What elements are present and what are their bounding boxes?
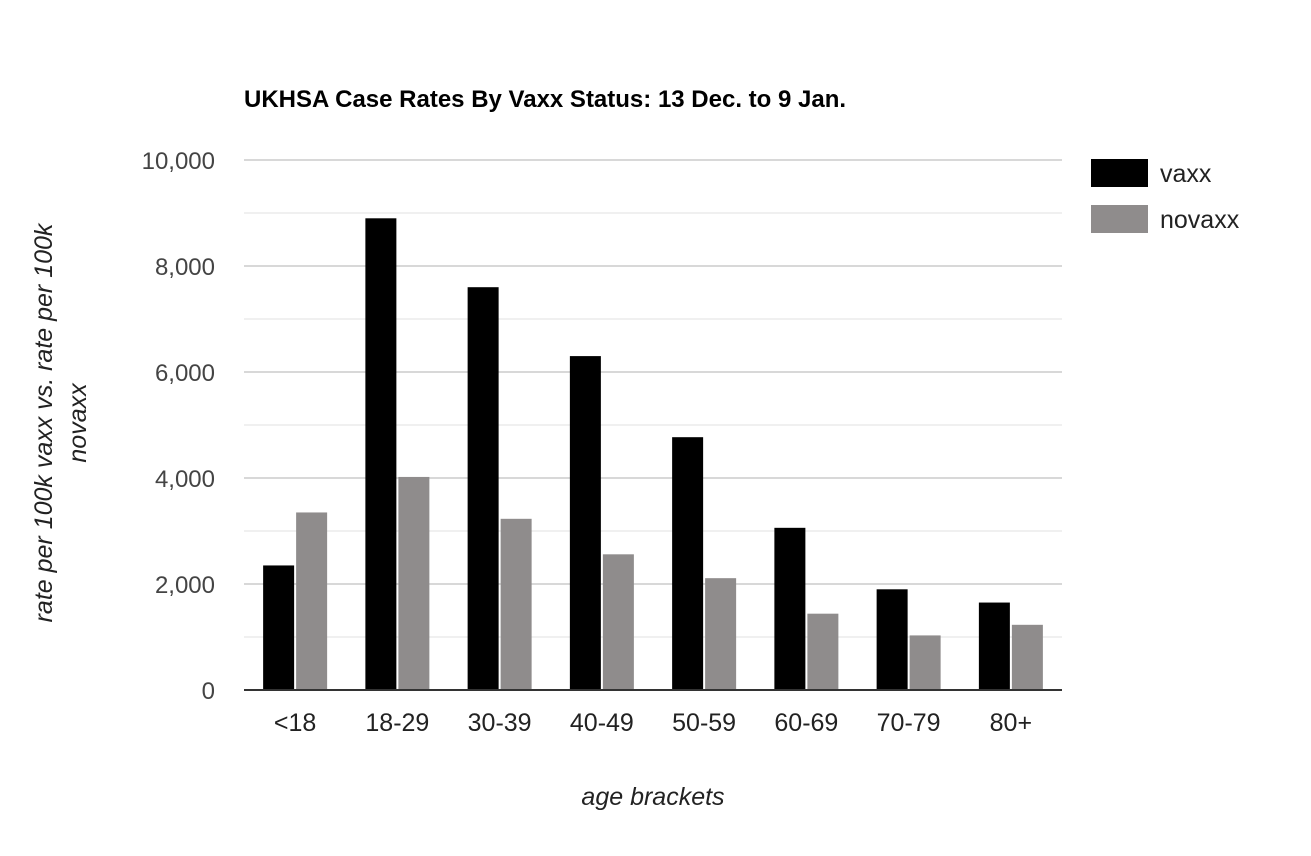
bar-novaxx-<18 xyxy=(296,512,328,690)
y-tick-label: 8,000 xyxy=(155,254,215,281)
bar-vaxx-30-39 xyxy=(467,287,499,690)
x-tick-label: 80+ xyxy=(990,709,1032,737)
y-tick-label: 6,000 xyxy=(155,360,215,387)
x-axis-label: age brackets xyxy=(581,783,724,811)
bar-vaxx-<18 xyxy=(263,565,295,690)
legend-swatch-vaxx xyxy=(1091,159,1148,187)
y-tick-label: 10,000 xyxy=(142,148,215,175)
bar-vaxx-60-69 xyxy=(774,527,806,690)
x-tick-label: 40-49 xyxy=(570,709,634,737)
x-tick-label: 50-59 xyxy=(672,709,736,737)
bar-novaxx-70-79 xyxy=(909,635,941,690)
y-tick-label: 4,000 xyxy=(155,466,215,493)
legend-swatch-novaxx xyxy=(1091,205,1148,233)
y-axis-label-line-1: rate per 100k vaxx vs. rate per 100k xyxy=(30,222,58,622)
x-tick-labels: <18 18-29 30-39 40-49 50-59 60-69 70-79 80+ xyxy=(274,709,1032,737)
bar-vaxx-80+ xyxy=(978,602,1010,690)
bar-novaxx-60-69 xyxy=(807,613,839,690)
bars xyxy=(263,218,1043,691)
bar-vaxx-18-29 xyxy=(365,218,397,691)
bar-novaxx-30-39 xyxy=(500,518,532,690)
x-tick-label: 70-79 xyxy=(877,709,941,737)
y-tick-label: 2,000 xyxy=(155,572,215,599)
legend-label-vaxx: vaxx xyxy=(1160,160,1212,188)
y-axis-label: rate per 100k vaxx vs. rate per 100k nov… xyxy=(30,222,92,622)
legend: vaxx novaxx xyxy=(1091,159,1240,234)
bar-vaxx-70-79 xyxy=(876,589,908,690)
bar-novaxx-18-29 xyxy=(398,476,430,690)
x-tick-label: <18 xyxy=(274,709,316,737)
bar-vaxx-40-49 xyxy=(569,356,601,690)
chart-title: UKHSA Case Rates By Vaxx Status: 13 Dec.… xyxy=(244,86,846,113)
bar-novaxx-80+ xyxy=(1011,624,1043,690)
x-tick-label: 60-69 xyxy=(774,709,838,737)
legend-label-novaxx: novaxx xyxy=(1160,206,1240,234)
x-tick-label: 30-39 xyxy=(468,709,532,737)
bar-novaxx-40-49 xyxy=(602,554,634,690)
y-tick-label: 0 xyxy=(202,678,215,705)
y-tick-labels: 0 2,000 4,000 6,000 8,000 10,000 xyxy=(142,148,215,705)
bar-novaxx-50-59 xyxy=(705,578,737,690)
x-tick-label: 18-29 xyxy=(365,709,429,737)
y-axis-label-line-2: novaxx xyxy=(64,382,92,463)
bar-vaxx-50-59 xyxy=(672,437,704,690)
